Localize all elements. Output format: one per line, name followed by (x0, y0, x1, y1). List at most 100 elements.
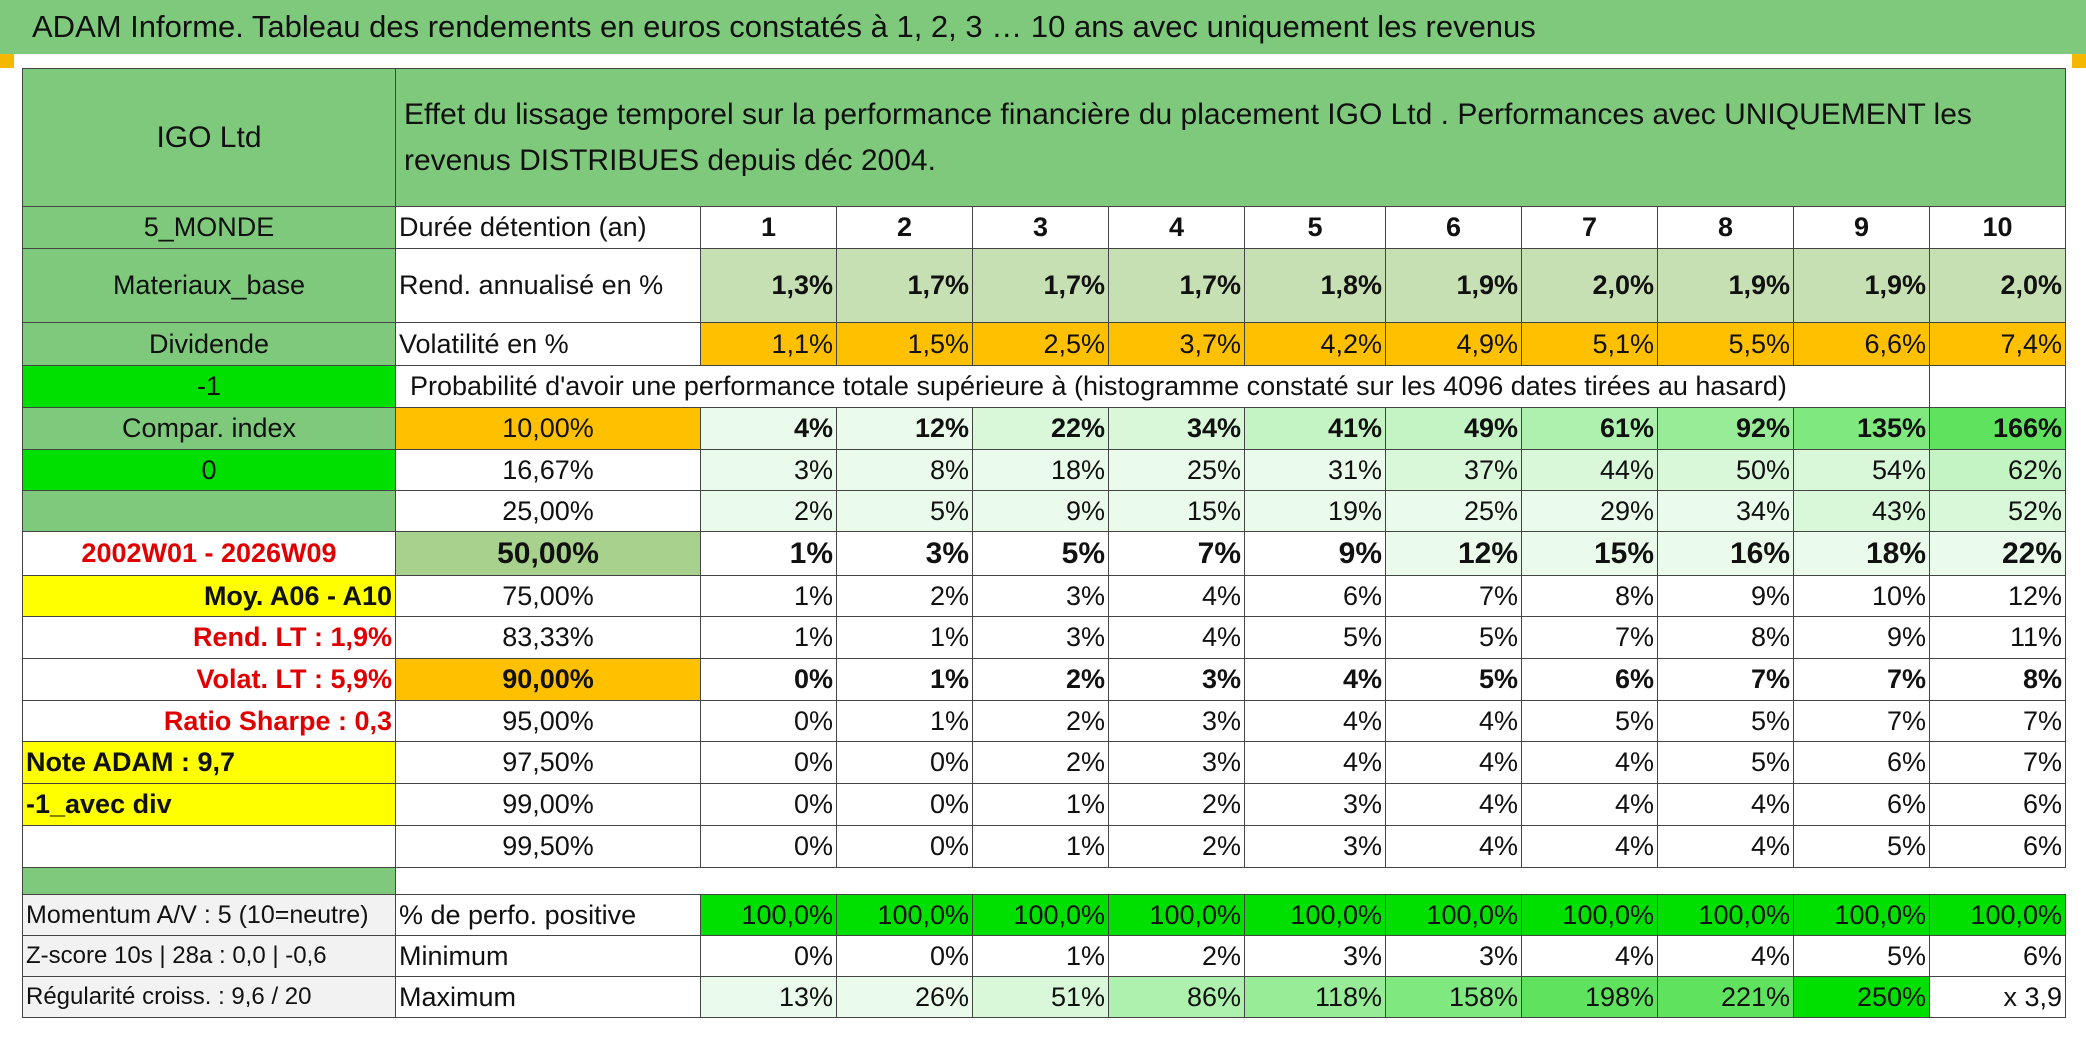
quantile-value: 0% (700, 825, 837, 868)
quantile-value: 11% (1929, 616, 2066, 659)
quantile-value: 5% (1244, 616, 1386, 659)
max-value: 86% (1108, 976, 1245, 1018)
quantile-value: 18% (972, 449, 1109, 491)
min-value: 2% (1108, 935, 1245, 977)
empty-cell (22, 825, 396, 868)
vol-value: 5,1% (1521, 322, 1658, 366)
max-value: 118% (1244, 976, 1386, 1018)
quantile-value: 4% (1108, 616, 1245, 659)
quantile-value: 166% (1929, 407, 2066, 450)
quantile-value: 4% (1657, 825, 1794, 868)
quantile-value: 2% (972, 700, 1109, 742)
quantile-value: 4% (1385, 700, 1522, 742)
quantile-value: 3% (1244, 825, 1386, 868)
quantile-value: 15% (1108, 490, 1245, 532)
quantile-value: 4% (1385, 741, 1522, 784)
quantile-value: 34% (1657, 490, 1794, 532)
quantile-value: 7% (1793, 700, 1930, 742)
description-cell: Effet du lissage temporel sur la perform… (395, 68, 2066, 207)
quantile-value: 2% (972, 658, 1109, 701)
description-text: Effet du lissage temporel sur la perform… (404, 97, 1972, 177)
quantile-value: 22% (972, 407, 1109, 450)
volat-lt-cell: Volat. LT : 5,9% (22, 658, 396, 701)
year-2: 2 (836, 206, 973, 249)
quantile-value: 6% (1244, 575, 1386, 617)
quantile-value: 5% (972, 531, 1109, 576)
quantile-value: 8% (1929, 658, 2066, 701)
quantile-pct: 16,67% (395, 449, 701, 491)
avec-div-cell: -1_avec div (22, 783, 396, 826)
quantile-value: 4% (1385, 783, 1522, 826)
vol-value: 2,5% (972, 322, 1109, 366)
positive-value: 100,0% (1521, 894, 1658, 936)
quantile-value: 5% (1521, 700, 1658, 742)
quantile-value: 1% (972, 783, 1109, 826)
min-value: 0% (836, 935, 973, 977)
quantile-value: 1% (836, 616, 973, 659)
quantile-value: 29% (1521, 490, 1658, 532)
quantile-value: 9% (1657, 575, 1794, 617)
rend-lt-cell: Rend. LT : 1,9% (22, 616, 396, 659)
quantile-value: 1% (700, 531, 837, 576)
quantile-value: 1% (700, 616, 837, 659)
quantile-value: 4% (1108, 575, 1245, 617)
quantile-value: 4% (1385, 825, 1522, 868)
year-1: 1 (700, 206, 837, 249)
vol-value: 7,4% (1929, 322, 2066, 366)
vol-value: 4,9% (1385, 322, 1522, 366)
quantile-value: 6% (1793, 783, 1930, 826)
rend-value: 1,9% (1385, 248, 1522, 323)
quantile-value: 61% (1521, 407, 1658, 450)
period-cell: 2002W01 - 2026W09 (22, 531, 396, 576)
quantile-value: 3% (972, 616, 1109, 659)
quantile-value: 3% (700, 449, 837, 491)
quantile-value: 7% (1521, 616, 1658, 659)
quantile-value: 25% (1108, 449, 1245, 491)
quantile-pct: 99,00% (395, 783, 701, 826)
quantile-value: 2% (836, 575, 973, 617)
quantile-pct: 99,50% (395, 825, 701, 868)
min-value: 4% (1657, 935, 1794, 977)
quantile-value: 9% (1793, 616, 1930, 659)
quantile-pct: 10,00% (395, 407, 701, 450)
quantile-value: 5% (1657, 700, 1794, 742)
quantile-value: 2% (1108, 825, 1245, 868)
positive-label: % de perfo. positive (395, 894, 701, 936)
rend-value: 1,7% (836, 248, 973, 323)
quantile-value: 6% (1793, 741, 1930, 784)
duree-label: Durée détention (an) (395, 206, 701, 249)
quantile-value: 3% (1244, 783, 1386, 826)
rend-value: 2,0% (1521, 248, 1658, 323)
quantile-value: 12% (1929, 575, 2066, 617)
year-6: 6 (1385, 206, 1522, 249)
spacer-cell (22, 867, 396, 895)
quantile-value: 1% (836, 658, 973, 701)
year-4: 4 (1108, 206, 1245, 249)
quantile-value: 49% (1385, 407, 1522, 450)
quantile-value: 4% (1521, 783, 1658, 826)
min-value: 3% (1244, 935, 1386, 977)
max-value: 158% (1385, 976, 1522, 1018)
quantile-value: 5% (1385, 658, 1522, 701)
quantile-value: 16% (1657, 531, 1794, 576)
rend-value: 1,7% (1108, 248, 1245, 323)
max-label: Maximum (395, 976, 701, 1018)
quantile-value: 6% (1521, 658, 1658, 701)
quantile-value: 0% (836, 825, 973, 868)
min-value: 1% (972, 935, 1109, 977)
min-label: Minimum (395, 935, 701, 977)
quantile-value: 4% (1521, 741, 1658, 784)
quantile-value: 5% (1657, 741, 1794, 784)
quantile-value: 7% (1657, 658, 1794, 701)
empty-cell (22, 490, 396, 532)
quantile-value: 7% (1929, 700, 2066, 742)
quantile-value: 7% (1385, 575, 1522, 617)
spacer-cell (396, 868, 2066, 895)
positive-value: 100,0% (836, 894, 973, 936)
quantile-pct: 95,00% (395, 700, 701, 742)
min-value: 3% (1385, 935, 1522, 977)
positive-value: 100,0% (972, 894, 1109, 936)
quantile-value: 2% (1108, 783, 1245, 826)
quantile-value: 8% (1521, 575, 1658, 617)
quantile-value: 5% (836, 490, 973, 532)
